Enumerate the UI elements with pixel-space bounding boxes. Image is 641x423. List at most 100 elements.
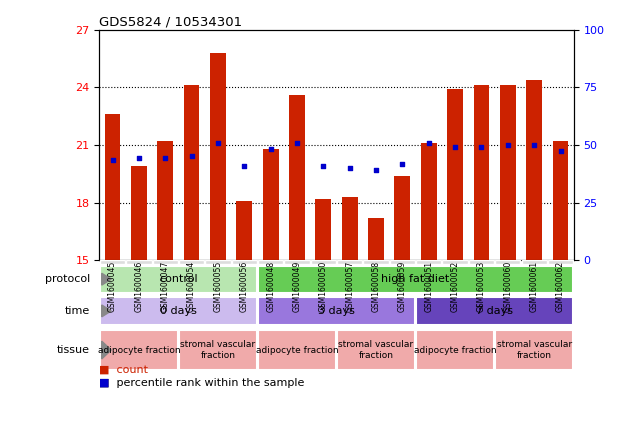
FancyBboxPatch shape	[231, 260, 257, 264]
FancyBboxPatch shape	[179, 330, 257, 371]
Point	[160, 155, 171, 162]
Point	[555, 147, 565, 154]
Bar	[157, 141, 173, 260]
FancyBboxPatch shape	[495, 330, 573, 371]
Bar	[289, 95, 305, 260]
Point	[134, 155, 144, 162]
FancyBboxPatch shape	[495, 260, 520, 264]
Text: high fat diet: high fat diet	[381, 274, 450, 284]
Polygon shape	[102, 341, 112, 359]
Bar	[184, 85, 199, 260]
Text: GSM1600062: GSM1600062	[556, 261, 565, 312]
Text: GSM1600056: GSM1600056	[240, 261, 249, 312]
FancyBboxPatch shape	[100, 297, 257, 324]
Text: stromal vascular
fraction: stromal vascular fraction	[338, 341, 413, 360]
Text: GSM1600053: GSM1600053	[477, 261, 486, 312]
Text: GSM1600046: GSM1600046	[135, 261, 144, 312]
FancyBboxPatch shape	[179, 260, 204, 264]
Point	[476, 143, 487, 150]
Text: GSM1600052: GSM1600052	[451, 261, 460, 312]
FancyBboxPatch shape	[126, 260, 151, 264]
Text: GSM1600059: GSM1600059	[398, 261, 407, 312]
FancyBboxPatch shape	[311, 260, 336, 264]
FancyBboxPatch shape	[416, 260, 442, 264]
Text: stromal vascular
fraction: stromal vascular fraction	[497, 341, 572, 360]
Point	[108, 157, 118, 164]
Text: 7 days: 7 days	[476, 306, 513, 316]
Point	[213, 140, 223, 146]
Bar	[237, 201, 252, 260]
Text: GSM1600060: GSM1600060	[503, 261, 512, 312]
Point	[292, 140, 302, 146]
Bar	[131, 166, 147, 260]
Text: stromal vascular
fraction: stromal vascular fraction	[180, 341, 256, 360]
Point	[371, 167, 381, 173]
Bar	[421, 143, 437, 260]
Bar	[342, 197, 358, 260]
Point	[529, 141, 539, 148]
Bar	[526, 80, 542, 260]
Text: control: control	[159, 274, 197, 284]
Text: GSM1600049: GSM1600049	[292, 261, 301, 312]
Text: 3 days: 3 days	[318, 306, 355, 316]
Text: GSM1600045: GSM1600045	[108, 261, 117, 312]
FancyBboxPatch shape	[363, 260, 388, 264]
FancyBboxPatch shape	[548, 260, 573, 264]
Point	[450, 143, 460, 150]
Text: 0 days: 0 days	[160, 306, 197, 316]
FancyBboxPatch shape	[416, 330, 494, 371]
FancyBboxPatch shape	[469, 260, 494, 264]
Bar	[447, 89, 463, 260]
Bar	[210, 53, 226, 260]
FancyBboxPatch shape	[100, 330, 178, 371]
FancyBboxPatch shape	[442, 260, 468, 264]
Point	[318, 162, 328, 169]
Polygon shape	[102, 273, 112, 285]
Text: tissue: tissue	[57, 345, 90, 355]
Text: GSM1600055: GSM1600055	[213, 261, 222, 312]
FancyBboxPatch shape	[258, 260, 283, 264]
FancyBboxPatch shape	[258, 266, 573, 293]
FancyBboxPatch shape	[205, 260, 231, 264]
Text: adipocyte fraction: adipocyte fraction	[97, 346, 180, 354]
Bar	[474, 85, 489, 260]
Text: adipocyte fraction: adipocyte fraction	[256, 346, 338, 354]
Point	[397, 161, 408, 168]
Text: GSM1600054: GSM1600054	[187, 261, 196, 312]
Text: GSM1600048: GSM1600048	[266, 261, 275, 312]
FancyBboxPatch shape	[258, 330, 336, 371]
Bar	[368, 218, 384, 260]
Text: GSM1600061: GSM1600061	[529, 261, 538, 312]
Text: GSM1600057: GSM1600057	[345, 261, 354, 312]
FancyBboxPatch shape	[337, 260, 362, 264]
Text: GSM1600047: GSM1600047	[161, 261, 170, 312]
Bar	[500, 85, 516, 260]
Polygon shape	[102, 305, 112, 317]
FancyBboxPatch shape	[153, 260, 178, 264]
Text: ■: ■	[99, 378, 110, 388]
Text: ■  count: ■ count	[99, 365, 148, 375]
FancyBboxPatch shape	[522, 260, 547, 264]
Bar	[553, 141, 569, 260]
Point	[424, 140, 434, 146]
FancyBboxPatch shape	[285, 260, 310, 264]
Bar	[104, 114, 121, 260]
Point	[503, 141, 513, 148]
Point	[239, 162, 249, 169]
Text: GSM1600050: GSM1600050	[319, 261, 328, 312]
Text: adipocyte fraction: adipocyte fraction	[414, 346, 496, 354]
Point	[187, 153, 197, 160]
Text: GDS5824 / 10534301: GDS5824 / 10534301	[99, 16, 242, 28]
FancyBboxPatch shape	[100, 266, 257, 293]
FancyBboxPatch shape	[390, 260, 415, 264]
Text: ■  percentile rank within the sample: ■ percentile rank within the sample	[99, 378, 304, 388]
FancyBboxPatch shape	[100, 260, 125, 264]
Bar	[394, 176, 410, 260]
Point	[345, 165, 355, 171]
Text: GSM1600058: GSM1600058	[372, 261, 381, 312]
Bar	[263, 149, 279, 260]
Bar	[315, 199, 331, 260]
FancyBboxPatch shape	[258, 297, 415, 324]
FancyBboxPatch shape	[337, 330, 415, 371]
Text: GSM1600051: GSM1600051	[424, 261, 433, 312]
